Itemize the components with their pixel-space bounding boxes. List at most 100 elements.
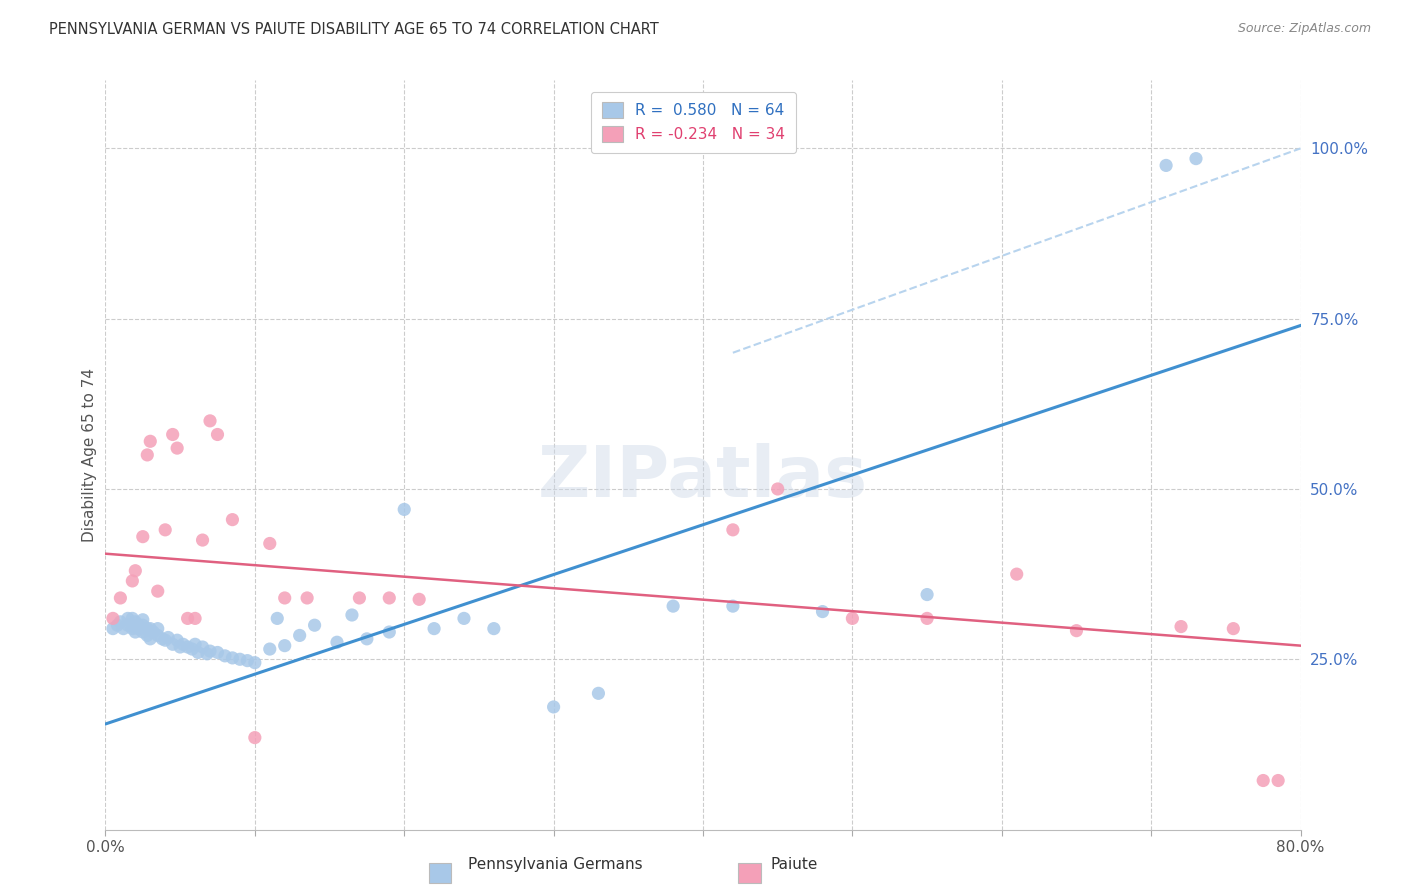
Y-axis label: Disability Age 65 to 74: Disability Age 65 to 74	[82, 368, 97, 542]
Point	[127, 622, 149, 636]
Point	[187, 645, 209, 659]
Point	[124, 615, 146, 629]
Point	[221, 513, 243, 527]
Point	[157, 631, 180, 645]
Text: PENNSYLVANIA GERMAN VS PAIUTE DISABILITY AGE 65 TO 74 CORRELATION CHART: PENNSYLVANIA GERMAN VS PAIUTE DISABILITY…	[49, 22, 659, 37]
Point	[132, 625, 155, 640]
Point	[136, 622, 159, 636]
Point	[229, 652, 252, 666]
Point	[811, 605, 834, 619]
Point	[243, 731, 266, 745]
Point	[110, 591, 132, 605]
Point	[150, 632, 173, 646]
Point	[139, 632, 162, 646]
Point	[155, 523, 177, 537]
Point	[124, 625, 146, 640]
Point	[259, 642, 281, 657]
Point	[766, 482, 789, 496]
Point	[146, 628, 169, 642]
Point	[162, 637, 184, 651]
Point	[184, 611, 207, 625]
Point	[112, 622, 135, 636]
Point	[136, 628, 159, 642]
Point	[214, 648, 236, 663]
Text: Source: ZipAtlas.com: Source: ZipAtlas.com	[1237, 22, 1371, 36]
Point	[172, 637, 194, 651]
Point	[453, 611, 475, 625]
Point	[236, 654, 259, 668]
Point	[146, 622, 169, 636]
Point	[288, 628, 311, 642]
Point	[721, 523, 744, 537]
Point	[198, 644, 221, 658]
Point	[132, 613, 155, 627]
Point	[169, 640, 191, 654]
Point	[184, 637, 207, 651]
Point	[841, 611, 863, 625]
Point	[139, 434, 162, 449]
Point	[166, 633, 188, 648]
Point	[273, 591, 295, 605]
Point	[117, 618, 139, 632]
Point	[356, 632, 378, 646]
Point	[142, 625, 165, 640]
Point	[117, 611, 139, 625]
Text: ZIPatlas: ZIPatlas	[538, 443, 868, 512]
Point	[423, 622, 446, 636]
Point	[340, 607, 363, 622]
Point	[101, 611, 124, 625]
Point	[408, 592, 430, 607]
Point	[207, 645, 229, 659]
Point	[1251, 773, 1274, 788]
Point	[176, 640, 198, 654]
Point	[198, 414, 221, 428]
Point	[124, 619, 146, 633]
Point	[243, 656, 266, 670]
Point	[162, 427, 184, 442]
Point	[1222, 622, 1244, 636]
Point	[1005, 567, 1028, 582]
Point	[588, 686, 610, 700]
Point	[121, 611, 143, 625]
Point	[124, 564, 146, 578]
Point	[110, 615, 132, 629]
Point	[101, 622, 124, 636]
Point	[1185, 152, 1208, 166]
Text: Paiute: Paiute	[770, 857, 818, 872]
Point	[1170, 619, 1192, 633]
Point	[191, 533, 214, 547]
Point	[166, 441, 188, 455]
Point	[155, 633, 177, 648]
Point	[121, 622, 143, 636]
Point	[107, 618, 129, 632]
Point	[146, 584, 169, 599]
Point	[1154, 158, 1177, 172]
Point	[349, 591, 371, 605]
Point	[139, 622, 162, 636]
Point	[721, 599, 744, 614]
Point	[915, 588, 938, 602]
Point	[132, 530, 155, 544]
Point	[136, 448, 159, 462]
Point	[121, 574, 143, 588]
Point	[195, 647, 218, 661]
Point	[326, 635, 349, 649]
Point	[915, 611, 938, 625]
Point	[221, 651, 243, 665]
Point	[662, 599, 685, 614]
Point	[378, 591, 401, 605]
Point	[191, 640, 214, 654]
Point	[295, 591, 318, 605]
Point	[543, 700, 565, 714]
Point	[273, 639, 295, 653]
Point	[259, 536, 281, 550]
Text: Pennsylvania Germans: Pennsylvania Germans	[468, 857, 643, 872]
Point	[378, 625, 401, 640]
Point	[482, 622, 505, 636]
Point	[394, 502, 416, 516]
Point	[207, 427, 229, 442]
Point	[132, 618, 155, 632]
Point	[266, 611, 288, 625]
Point	[181, 642, 204, 657]
Point	[304, 618, 326, 632]
